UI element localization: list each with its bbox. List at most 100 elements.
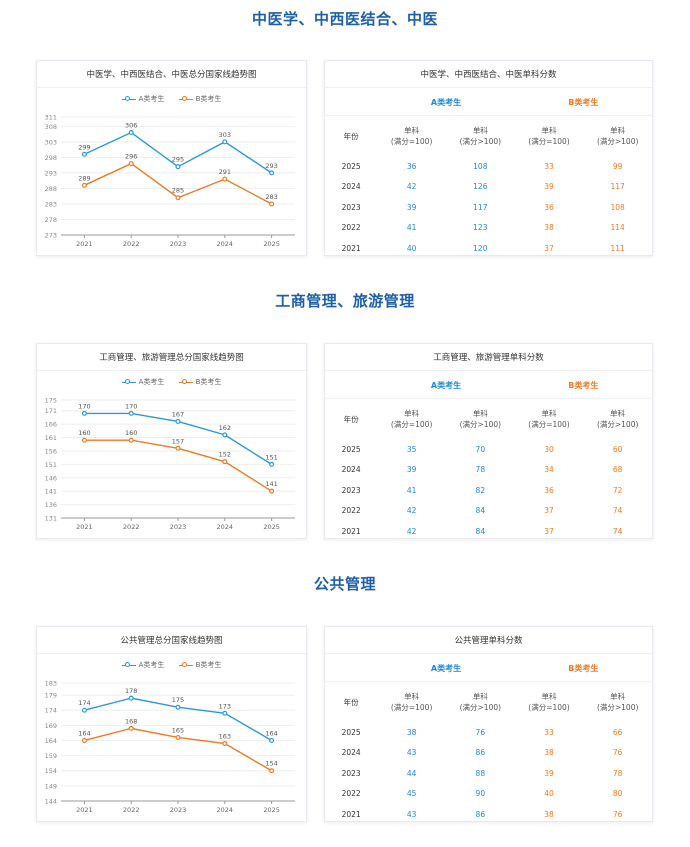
cell-year: 2024: [341, 465, 361, 475]
data-label: 285: [172, 187, 184, 195]
col-header: 单科: [472, 409, 488, 418]
cell-a2: 90: [475, 789, 486, 799]
chart-title: 工商管理、旅游管理总分国家线趋势图: [99, 353, 244, 363]
legend-marker-icon: [178, 95, 193, 103]
col-header-note: (满分>100): [459, 703, 502, 712]
cell-b1: 38: [544, 809, 554, 819]
chart-card: 中医学、中西医结合、中医总分国家线趋势图 A类考生 B类考生 311 308 303…: [36, 60, 307, 256]
legend-marker-icon: [178, 378, 193, 386]
y-tick-label: 131: [45, 515, 57, 523]
cell-a1: 41: [406, 485, 417, 495]
table-row: 2021 42 84 37 74: [325, 521, 652, 542]
cell-b1: 39: [544, 768, 554, 778]
y-tick-label: 159: [45, 752, 57, 760]
x-tick-label: 2023: [170, 806, 187, 814]
cell-a2: 117: [473, 202, 488, 212]
y-tick-label: 146: [45, 474, 57, 482]
legend-item-a[interactable]: A类考生: [121, 94, 165, 104]
y-tick-label: 161: [45, 434, 57, 442]
cell-year: 2025: [341, 727, 361, 737]
y-tick-label: 144: [45, 798, 57, 806]
data-label: 303: [219, 131, 231, 139]
cell-a2: 120: [473, 243, 488, 253]
cell-year: 2024: [341, 748, 361, 758]
cell-b1: 38: [544, 223, 554, 233]
legend-item-a[interactable]: A类考生: [121, 377, 164, 387]
cell-b2: 76: [612, 809, 623, 819]
chart-card: 公共管理总分国家线趋势图 A类考生 B类考生 183 179 174 169 164 15…: [36, 626, 307, 822]
divider: [37, 87, 306, 88]
group-b-header: B类考生: [568, 97, 599, 107]
chart-legend[interactable]: A类考生 B类考生: [37, 377, 306, 388]
table-title: 中医学、中西医结合、中医单科分数: [420, 70, 557, 80]
section-heading: 公共管理: [313, 575, 376, 593]
x-tick-label: 2022: [123, 523, 140, 531]
data-label: 164: [265, 729, 277, 737]
data-label: 157: [172, 437, 184, 445]
data-label: 160: [125, 429, 137, 437]
legend-item-b[interactable]: B类考生: [178, 660, 221, 670]
group-a-header: A类考生: [430, 97, 462, 107]
cell-b2: 99: [612, 161, 623, 171]
data-point: [269, 170, 275, 176]
table-title: 工商管理、旅游管理单科分数: [433, 353, 544, 363]
year-header: 年份: [343, 131, 359, 141]
y-tick-label: 156: [45, 447, 57, 455]
year-header: 年份: [343, 414, 359, 424]
data-point: [269, 768, 275, 774]
cell-a2: 86: [475, 809, 486, 819]
data-label: 293: [265, 162, 277, 170]
col-header-note: (满分>100): [596, 137, 639, 146]
score-table: A类考生 B类考生 年份 单科 (满分=100) 单科 (满分>100) 单科 (满分…: [325, 655, 652, 825]
chart-card: 工商管理、旅游管理总分国家线趋势图 A类考生 B类考生 175 171 166 161…: [36, 343, 307, 539]
y-tick-label: 288: [45, 185, 57, 193]
table-header-row: 年份 单科 (满分=100) 单科 (满分>100) 单科 (满分=100) 单科 (满…: [325, 399, 652, 440]
data-label: 170: [78, 402, 90, 410]
data-point: [128, 695, 134, 701]
divider: [37, 370, 306, 371]
chart-legend[interactable]: A类考生 B类考生: [37, 94, 306, 105]
cell-a2: 84: [475, 506, 486, 516]
col-header-note: (满分=100): [390, 137, 433, 146]
legend-item-b[interactable]: B类考生: [178, 377, 221, 387]
table-row: 2021 43 86 38 76: [325, 804, 652, 825]
group-b-header: B类考生: [568, 380, 599, 390]
score-table: A类考生 B类考生 年份 单科 (满分=100) 单科 (满分>100) 单科 (满分…: [325, 372, 652, 542]
legend-item-b[interactable]: B类考生: [178, 94, 221, 104]
data-label: 178: [125, 687, 137, 695]
data-point: [175, 704, 181, 710]
cell-a1: 43: [406, 748, 417, 758]
y-tick-label: 278: [45, 216, 57, 224]
col-header-note: (满分>100): [596, 703, 639, 712]
legend-item-a[interactable]: A类考生: [121, 660, 164, 670]
cell-a1: 42: [406, 182, 417, 192]
section-heading: 工商管理、旅游管理: [275, 292, 415, 310]
y-tick-label: 174: [45, 707, 57, 715]
cell-a1: 38: [406, 727, 417, 737]
cell-b2: 74: [612, 506, 623, 516]
cell-year: 2025: [341, 161, 361, 171]
col-header: 单科: [472, 126, 488, 135]
cell-b2: 108: [610, 202, 625, 212]
score-table-card: 中医学、中西医结合、中医单科分数 A类考生 B类考生 年份 单科 (满分=100)…: [324, 60, 653, 256]
data-label: 291: [219, 168, 231, 176]
cell-a1: 39: [406, 465, 417, 475]
cell-a2: 88: [475, 768, 486, 778]
y-tick-label: 311: [45, 114, 57, 122]
data-label: 165: [172, 726, 184, 734]
cell-year: 2023: [341, 202, 361, 212]
x-tick-label: 2023: [170, 240, 187, 248]
table-row: 2023 41 82 36 72: [325, 480, 652, 501]
cell-a1: 42: [406, 506, 417, 516]
cell-year: 2023: [341, 768, 361, 778]
y-tick-label: 166: [45, 421, 57, 429]
data-point: [222, 176, 228, 182]
data-point: [222, 459, 228, 465]
score-table-card: 工商管理、旅游管理单科分数 A类考生 B类考生 年份 单科 (满分=100) 单科…: [324, 343, 653, 539]
col-header-note: (满分=100): [528, 420, 570, 429]
chart-legend[interactable]: A类考生 B类考生: [37, 660, 306, 671]
legend-label: A类考生: [138, 95, 165, 103]
data-label: 174: [78, 699, 90, 707]
col-header-note: (满分=100): [390, 703, 433, 712]
